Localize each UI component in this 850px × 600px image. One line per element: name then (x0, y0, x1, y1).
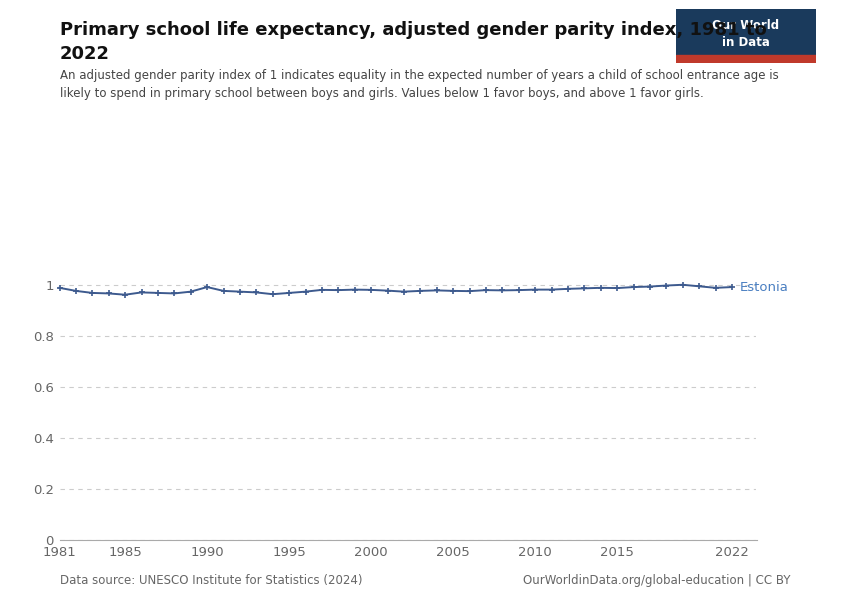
Text: An adjusted gender parity index of 1 indicates equality in the expected number o: An adjusted gender parity index of 1 ind… (60, 69, 779, 100)
Bar (676, 55, 816, 63)
Text: in Data: in Data (722, 36, 770, 49)
Text: 2022: 2022 (60, 45, 110, 63)
Text: Data source: UNESCO Institute for Statistics (2024): Data source: UNESCO Institute for Statis… (60, 574, 362, 587)
Text: Estonia: Estonia (740, 281, 789, 293)
Text: OurWorldinData.org/global-education | CC BY: OurWorldinData.org/global-education | CC… (523, 574, 790, 587)
Text: Our World: Our World (712, 19, 779, 32)
Text: Primary school life expectancy, adjusted gender parity index, 1981 to: Primary school life expectancy, adjusted… (60, 21, 766, 39)
